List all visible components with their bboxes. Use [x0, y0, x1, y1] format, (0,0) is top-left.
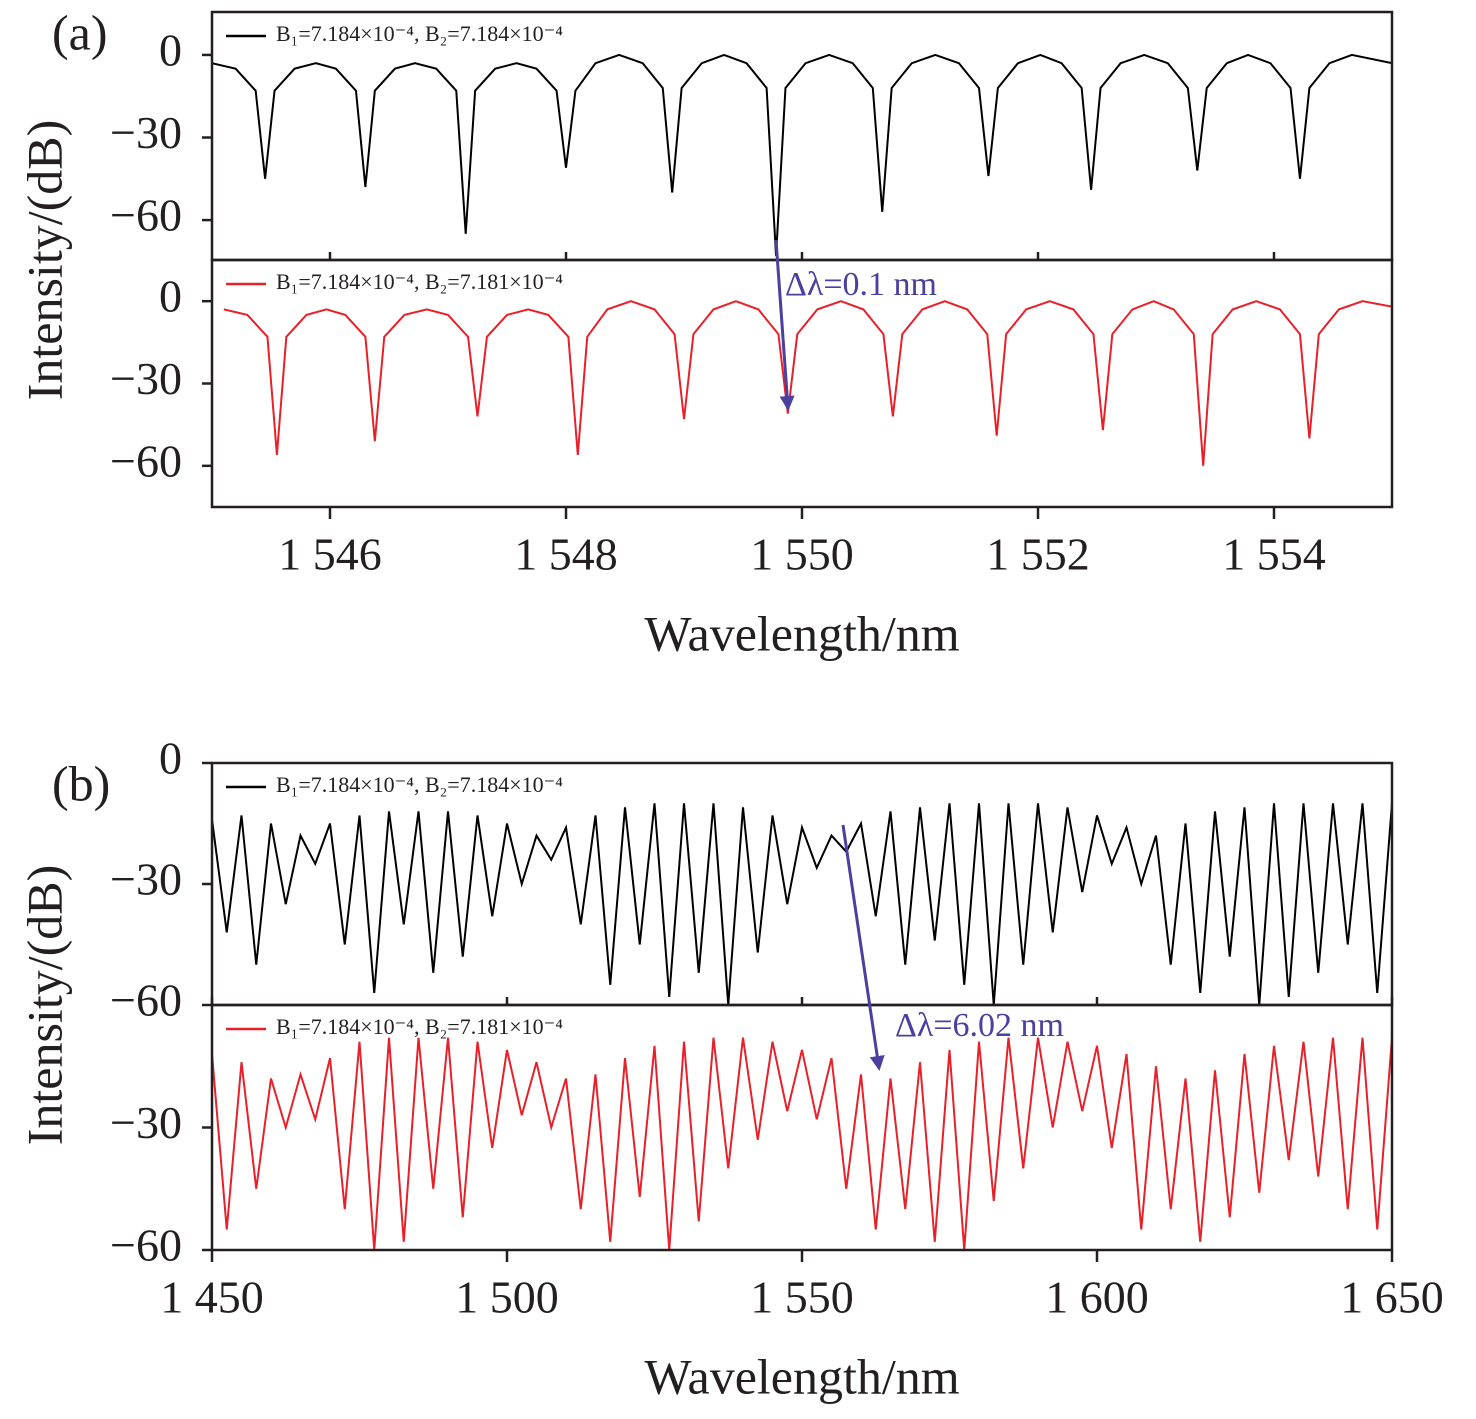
- y-tick-label: −30: [110, 1097, 182, 1148]
- plot-frame: [210, 10, 1394, 262]
- y-tick-label: 0: [159, 733, 182, 784]
- plot-frame: [210, 761, 1394, 1007]
- x-axis-label: Wavelength/nm: [644, 1348, 959, 1404]
- x-tick-label: 1 500: [455, 1272, 559, 1323]
- legend-label: B₁=7.184×10⁻⁴, B₂=7.181×10⁻⁴: [276, 1014, 563, 1039]
- y-tick-label: −60: [110, 1220, 182, 1271]
- spectrum-line: [212, 803, 1392, 1005]
- shift-annotation: Δλ=0.1 nm: [785, 266, 937, 303]
- y-tick-label: −60: [110, 435, 182, 486]
- x-tick-label: 1 546: [278, 529, 382, 580]
- panel-label: (b): [52, 755, 110, 811]
- x-tick-label: 1 548: [514, 529, 618, 580]
- legend-label: B₁=7.184×10⁻⁴, B₂=7.184×10⁻⁴: [276, 772, 563, 797]
- y-tick-label: 0: [159, 271, 182, 322]
- y-axis-label: Intensity/(dB): [16, 865, 72, 1146]
- y-tick-label: 0: [159, 25, 182, 76]
- x-axis-label: Wavelength/nm: [644, 605, 959, 661]
- x-tick-label: 1 650: [1340, 1272, 1444, 1323]
- spectrum-line: [223, 300, 1392, 466]
- y-tick-label: −30: [110, 353, 182, 404]
- x-tick-label: 1 554: [1222, 529, 1326, 580]
- y-tick-label: −60: [110, 975, 182, 1026]
- x-tick-label: 1 600: [1045, 1272, 1149, 1323]
- panel-label: (a): [52, 4, 108, 60]
- legend-label: B₁=7.184×10⁻⁴, B₂=7.184×10⁻⁴: [276, 21, 563, 46]
- x-tick-label: 1 450: [160, 1272, 264, 1323]
- x-tick-label: 1 550: [750, 529, 854, 580]
- y-tick-label: −30: [110, 854, 182, 905]
- y-tick-label: −30: [110, 107, 182, 158]
- spectrum-line: [212, 53, 1392, 256]
- legend-label: B₁=7.184×10⁻⁴, B₂=7.181×10⁻⁴: [276, 269, 563, 294]
- x-tick-label: 1 552: [986, 529, 1090, 580]
- spectrum-line: [212, 1037, 1392, 1250]
- y-axis-label: Intensity/(dB): [16, 120, 72, 401]
- shift-annotation: Δλ=6.02 nm: [895, 1007, 1064, 1044]
- shift-arrow: [774, 239, 795, 411]
- y-tick-label: −60: [110, 190, 182, 241]
- x-tick-label: 1 550: [750, 1272, 854, 1323]
- shift-arrow: [841, 824, 885, 1071]
